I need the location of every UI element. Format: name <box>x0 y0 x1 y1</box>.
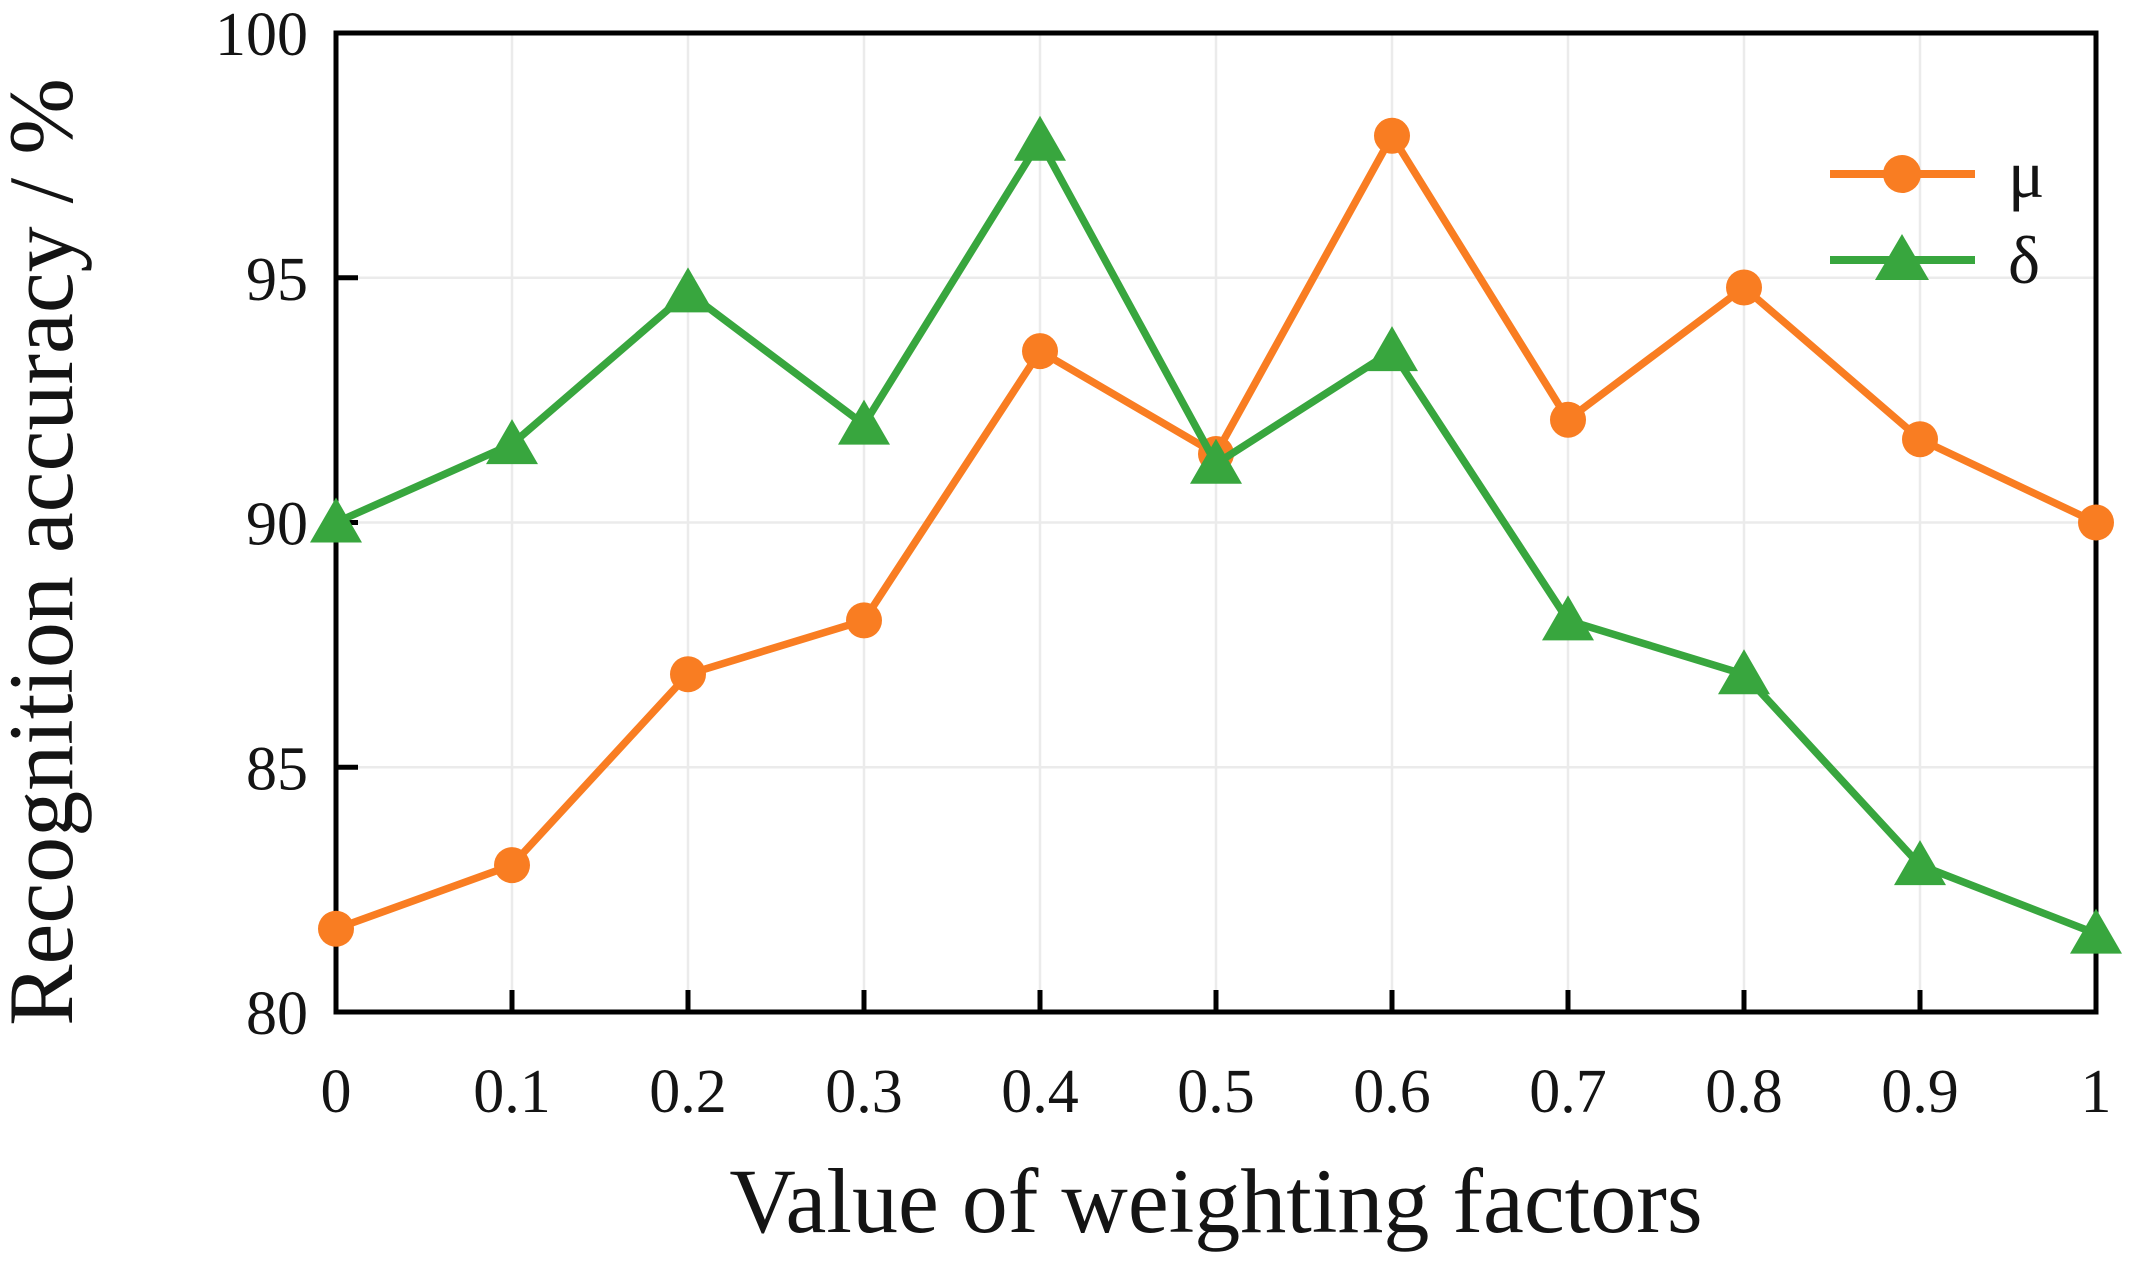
triangle-marker <box>838 399 890 445</box>
y-tick-label: 80 <box>246 980 308 1048</box>
legend-circle-marker <box>1883 155 1921 193</box>
circle-marker <box>670 656 706 693</box>
gridlines <box>336 33 2096 1012</box>
circle-marker <box>1374 117 1410 154</box>
x-axis-title: Value of weighting factors <box>729 1150 1702 1252</box>
x-tick-label: 0 <box>321 1058 352 1126</box>
circle-marker <box>1902 421 1938 458</box>
y-tick-label: 85 <box>246 735 308 803</box>
x-tick-label: 1 <box>2081 1058 2112 1126</box>
legend-item-delta: δ <box>1830 222 2040 298</box>
y-tick-label: 95 <box>246 246 308 314</box>
x-tick-label: 0.1 <box>473 1058 551 1126</box>
circle-marker <box>1550 401 1586 438</box>
x-tick-label: 0.9 <box>1881 1058 1959 1126</box>
triangle-marker <box>1366 326 1418 372</box>
x-tick-label: 0.3 <box>825 1058 903 1126</box>
y-tick-label: 100 <box>215 1 308 69</box>
circle-marker <box>2078 504 2114 541</box>
y-tick-label: 90 <box>246 491 308 559</box>
triangle-marker <box>1894 840 1946 886</box>
triangle-marker <box>2070 908 2122 954</box>
triangle-marker <box>1718 649 1770 695</box>
tick-labels: 80 85 90 95 100 0 0.1 0.2 0.3 0.4 0.5 0.6 0.7 0.8 0.9 1 <box>215 1 2112 1126</box>
x-tick-label: 0.2 <box>649 1058 727 1126</box>
triangle-marker <box>310 497 362 543</box>
x-tick-label: 0.8 <box>1705 1058 1783 1126</box>
x-tick-label: 0.6 <box>1353 1058 1431 1126</box>
triangle-marker <box>1542 595 1594 641</box>
series-layer <box>310 115 2122 954</box>
legend-item-mu: μ <box>1830 136 2044 212</box>
x-tick-label: 0.7 <box>1529 1058 1607 1126</box>
circle-marker <box>494 847 530 884</box>
circle-marker <box>1726 269 1762 306</box>
legend-triangle-marker <box>1875 234 1929 280</box>
legend: μδ <box>1830 136 2044 298</box>
triangle-marker <box>486 419 538 465</box>
series-delta <box>310 115 2122 954</box>
triangle-marker <box>662 267 714 313</box>
circle-marker <box>846 602 882 639</box>
legend-label-mu: μ <box>2008 136 2044 212</box>
legend-label-delta: δ <box>2008 222 2040 298</box>
triangle-marker <box>1014 115 1066 161</box>
circle-marker <box>318 910 354 947</box>
x-tick-label: 0.4 <box>1001 1058 1079 1126</box>
x-tick-label: 0.5 <box>1177 1058 1255 1126</box>
y-axis-title: Recognition accuracy / % <box>0 78 92 1026</box>
triangle-marker <box>1190 438 1242 484</box>
circle-marker <box>1022 333 1058 370</box>
